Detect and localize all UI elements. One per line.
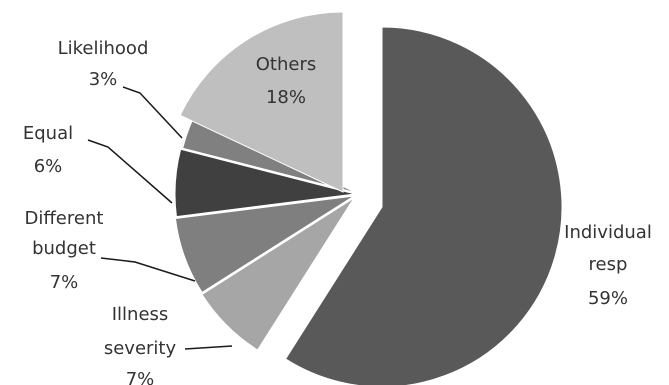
slice-label-equal: Equal 6%: [23, 123, 73, 177]
slice-value-label: 7%: [126, 369, 155, 385]
slice-name-label: Different: [25, 208, 104, 229]
slice-name-label: Illness: [112, 304, 169, 325]
slice-name-label: Likelihood: [58, 38, 149, 59]
slice-label-different-budget: Different budget 7%: [25, 208, 104, 293]
pie-slice-equal: [174, 148, 356, 218]
slice-name-label: severity: [104, 338, 177, 359]
slice-name-label: Equal: [23, 123, 73, 144]
pie-slices: [174, 11, 563, 385]
slice-value-label: 18%: [266, 87, 306, 108]
slice-name-label: Individual: [564, 222, 652, 243]
leader-line-illness-severity: [184, 345, 233, 350]
slice-value-label: 7%: [50, 272, 79, 293]
slice-name-label: budget: [32, 238, 96, 259]
leader-line-likelihood: [122, 86, 183, 139]
slice-value-label: 59%: [588, 288, 628, 309]
slice-label-illness-severity: Illness severity 7%: [104, 304, 177, 385]
leader-line-different-budget: [100, 257, 196, 282]
slice-labels: Individual resp 59%Illness severity 7%Differ…: [23, 38, 652, 385]
slice-label-likelihood: Likelihood 3%: [58, 38, 149, 90]
pie-slice-others: [179, 11, 344, 193]
slice-name-label: Others: [256, 54, 317, 75]
slice-label-individual-resp: Individual resp 59%: [564, 222, 652, 309]
slice-value-label: 3%: [89, 69, 118, 90]
leader-lines: [87, 86, 233, 350]
leader-line-equal: [87, 139, 173, 204]
slice-label-others: Others 18%: [256, 54, 317, 108]
pie-slice-individual-resp: [284, 26, 563, 385]
slice-name-label: resp: [589, 254, 628, 275]
slice-value-label: 6%: [34, 156, 63, 177]
pie-slice-illness-severity: [201, 197, 355, 351]
pie-slice-different-budget: [174, 195, 355, 294]
